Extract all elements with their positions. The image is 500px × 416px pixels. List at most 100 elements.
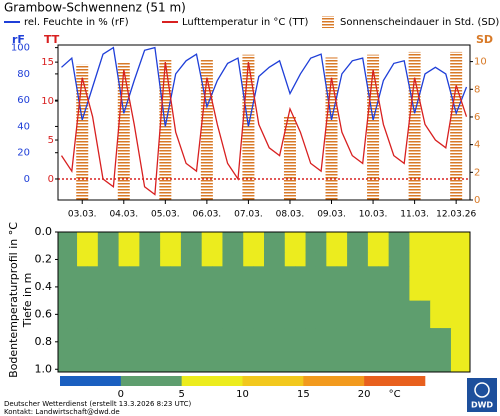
heat-cell <box>409 300 421 329</box>
heat-cell <box>212 280 223 302</box>
heat-cell <box>430 328 442 372</box>
heat-cell <box>232 266 244 281</box>
y-tick-label: 0.0 <box>35 225 53 238</box>
heat-cell <box>149 232 161 240</box>
heat-cell <box>191 266 203 281</box>
heat-cell <box>284 300 296 329</box>
heat-cell <box>399 300 410 329</box>
heat-cell <box>378 280 390 302</box>
heat-cell <box>222 280 234 302</box>
colorbar-tick-label: 5 <box>178 389 184 400</box>
heat-cell <box>326 328 338 372</box>
heat-cell <box>399 232 410 240</box>
x-tick-label: 05.03. <box>151 210 180 220</box>
y-tick-label: 0 <box>48 174 54 185</box>
y-tick-label: 15 <box>41 57 54 68</box>
heat-cell <box>399 280 410 302</box>
heat-cell <box>180 300 192 329</box>
heat-cell <box>212 238 223 254</box>
heat-cell <box>212 328 223 372</box>
heat-cell <box>347 300 358 329</box>
colorbar-segment <box>303 376 365 386</box>
heat-cell <box>253 280 265 302</box>
heat-cell <box>66 300 78 329</box>
heat-cell <box>367 280 379 302</box>
heat-cell <box>326 266 338 281</box>
heat-cell <box>232 328 244 372</box>
heat-cell <box>87 232 99 240</box>
heat-cell <box>440 252 452 267</box>
axis-label: TT <box>44 33 60 46</box>
heat-cell <box>128 266 140 281</box>
heat-cell <box>388 300 400 329</box>
heat-cell <box>305 280 317 302</box>
heat-cell <box>180 328 192 372</box>
plot-area <box>58 232 470 372</box>
axis-label: SD <box>476 33 493 46</box>
y-tick-label: 0 <box>24 174 30 185</box>
heat-cell <box>295 300 307 329</box>
heat-cell <box>450 238 462 254</box>
plot-frame <box>57 44 471 201</box>
heat-cell <box>409 280 421 302</box>
heat-cell <box>77 266 88 281</box>
heat-cell <box>347 266 358 281</box>
heat-cell <box>295 232 307 240</box>
logo-icon <box>474 382 490 398</box>
bar <box>450 51 463 200</box>
heat-cell <box>108 300 120 329</box>
heat-cell <box>315 238 327 254</box>
heat-cell <box>347 280 358 302</box>
heat-cell <box>160 328 172 372</box>
heat-cell <box>87 266 99 281</box>
heat-cell <box>180 238 192 254</box>
x-tick-label: 07.03. <box>234 210 263 220</box>
bar <box>242 54 255 200</box>
heat-cell <box>336 300 348 329</box>
heat-cell <box>191 280 203 302</box>
heat-cell <box>274 232 286 240</box>
heat-cell <box>149 328 161 372</box>
heat-cell <box>367 266 379 281</box>
heat-cell <box>170 300 182 329</box>
heat-cell <box>450 266 462 281</box>
heat-cell <box>378 238 390 254</box>
heat-cell <box>461 280 470 302</box>
heat-cell <box>191 328 203 372</box>
heat-cell <box>128 232 140 240</box>
heat-cell <box>264 328 275 372</box>
heat-cell <box>461 252 470 267</box>
heat-cell <box>243 232 255 240</box>
bar <box>367 54 380 200</box>
heat-cell <box>77 252 88 267</box>
heat-cell <box>58 280 68 302</box>
heat-cell <box>58 232 68 240</box>
heat-cell <box>378 300 390 329</box>
logo-text: DWD <box>471 401 493 410</box>
heat-cell <box>66 232 78 240</box>
heat-cell <box>66 266 78 281</box>
heat-cell <box>97 232 109 240</box>
heat-cell <box>347 238 358 254</box>
heat-cell <box>243 266 255 281</box>
heat-cell <box>450 252 462 267</box>
heat-cell <box>295 280 307 302</box>
y-tick-label: 0.4 <box>35 280 53 293</box>
heat-cell <box>440 280 452 302</box>
heat-cell <box>336 232 348 240</box>
heat-cell <box>160 252 172 267</box>
heat-cell <box>97 328 109 372</box>
heat-cell <box>274 328 286 372</box>
heat-cell <box>357 300 369 329</box>
heat-cell <box>108 280 120 302</box>
heat-cell <box>160 300 172 329</box>
colorbar-tick-label: 10 <box>236 389 249 400</box>
heat-cell <box>409 232 421 240</box>
heat-cell <box>388 232 400 240</box>
axis-label: Tiefe in m <box>21 273 34 329</box>
heat-cell <box>201 328 213 372</box>
plot-frame <box>57 231 471 373</box>
x-tick-label: 12.03.26 <box>436 210 476 220</box>
heat-cell <box>326 252 338 267</box>
heat-cell <box>180 266 192 281</box>
